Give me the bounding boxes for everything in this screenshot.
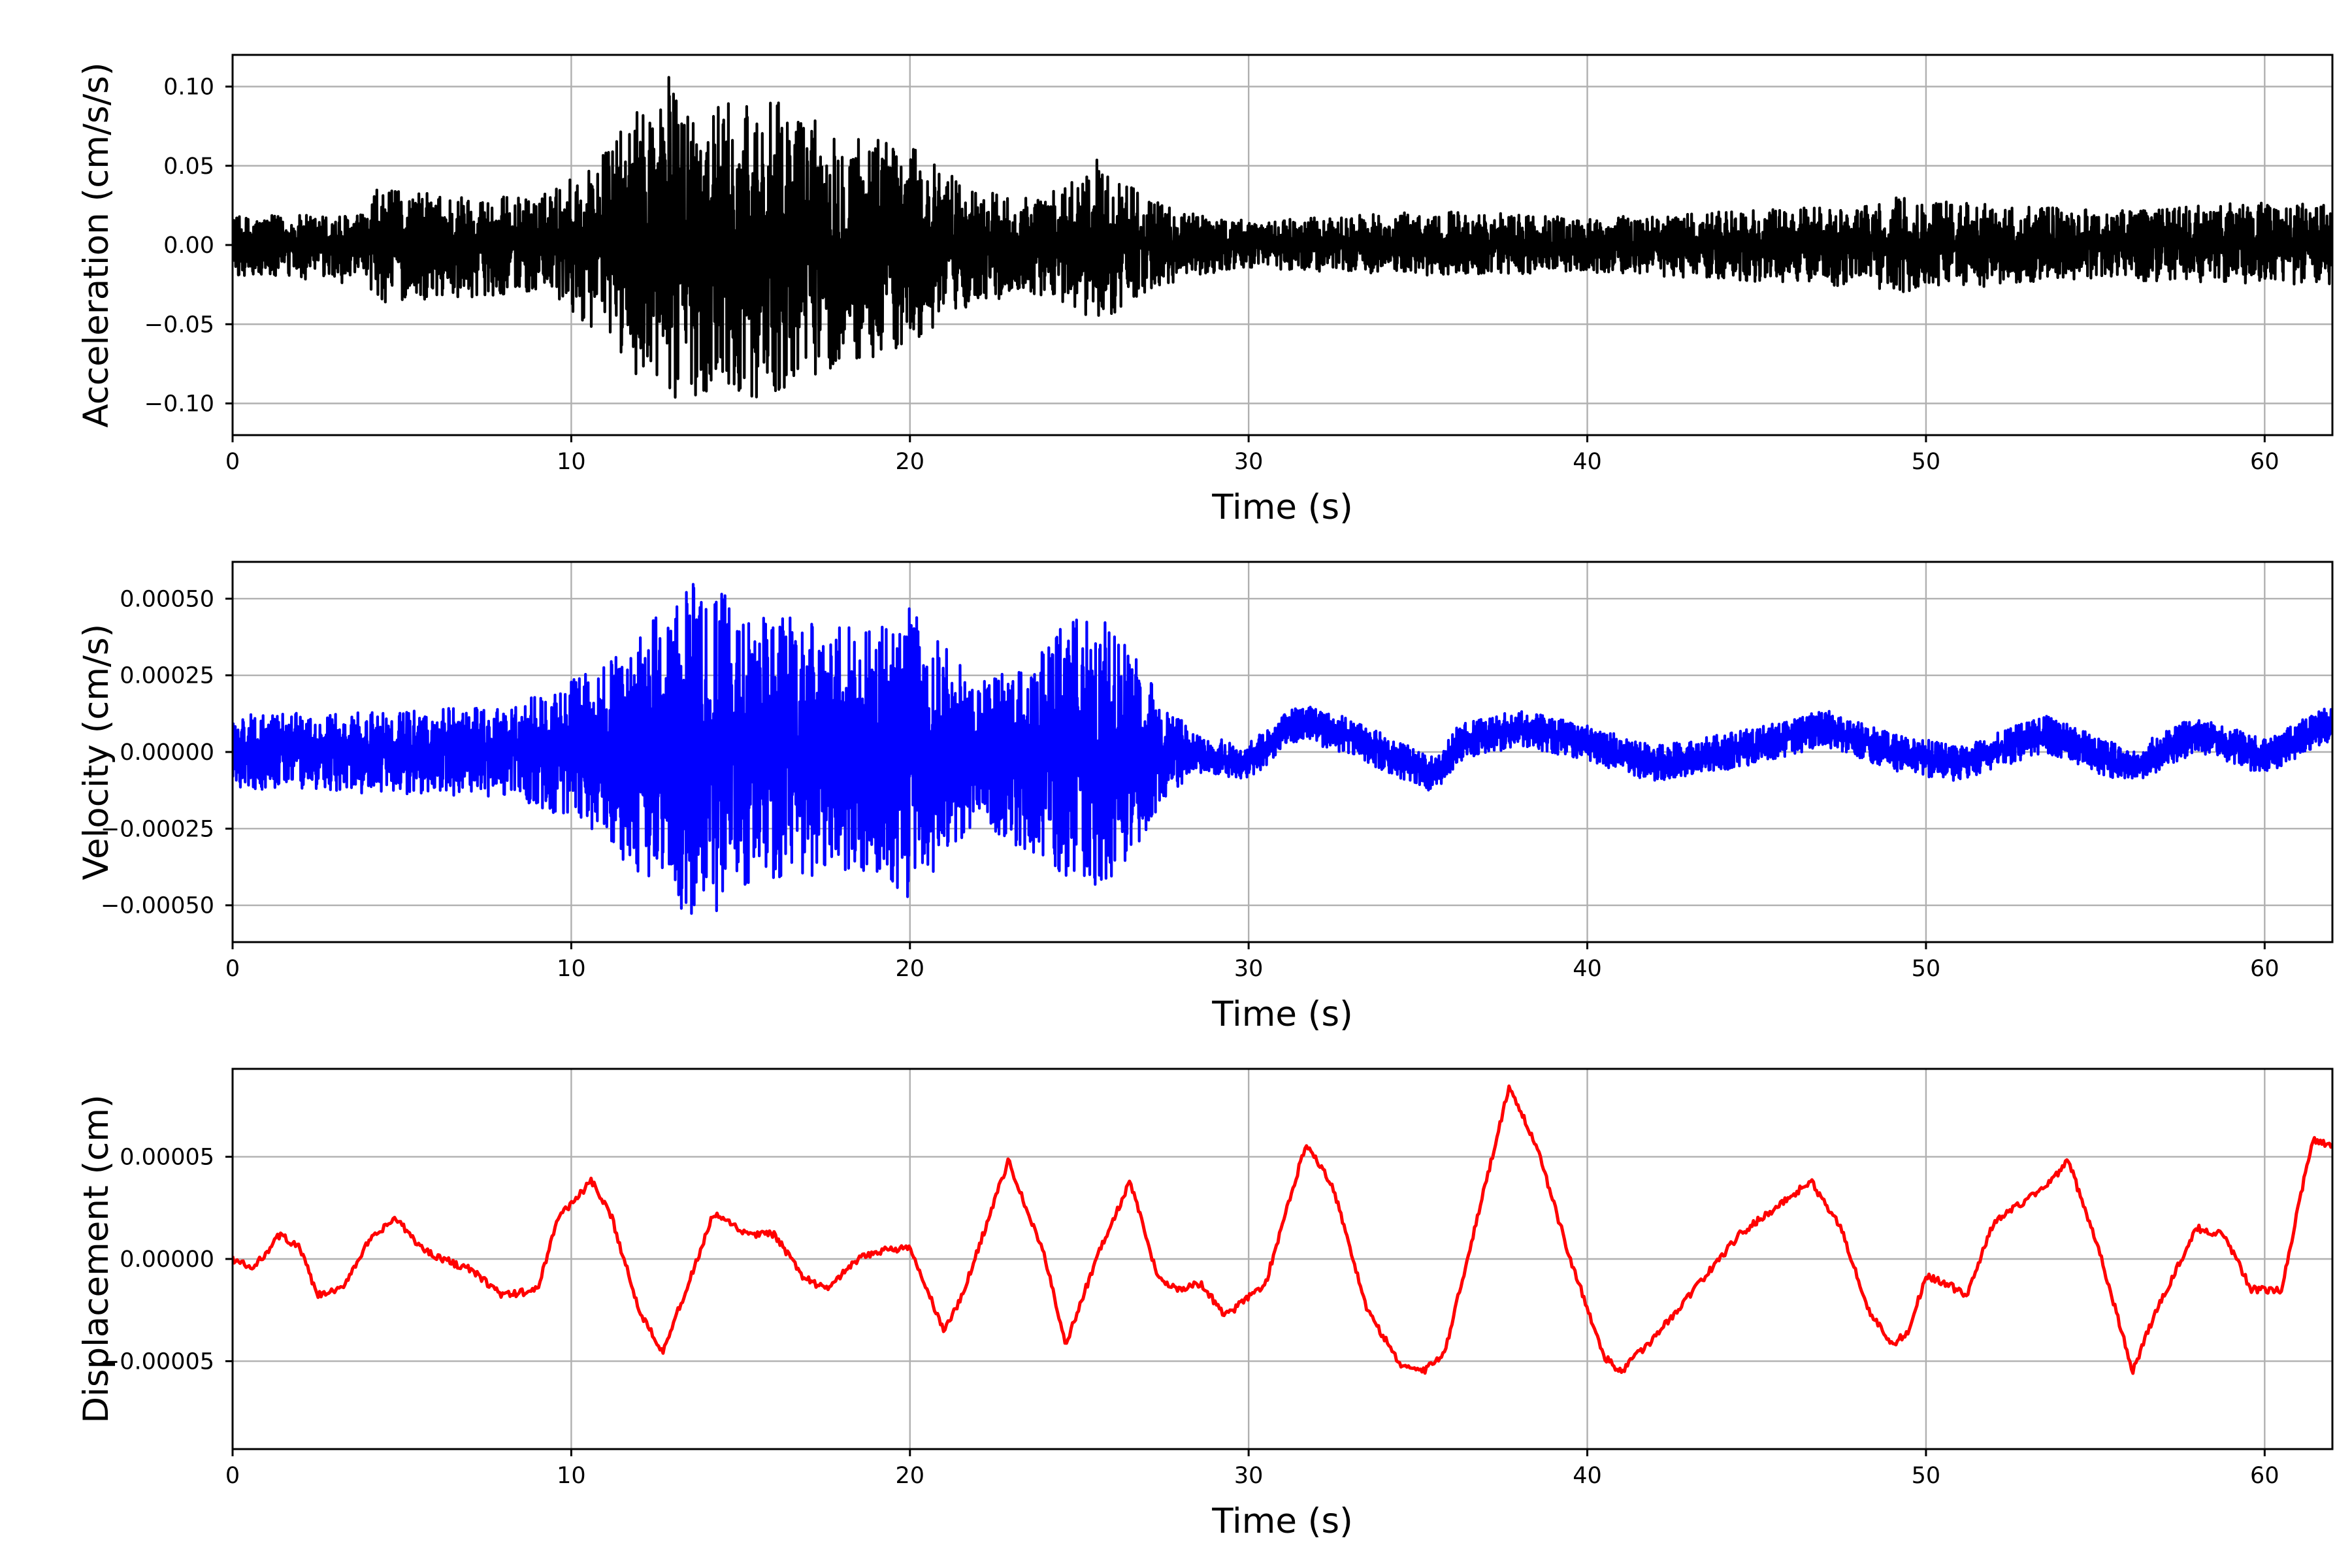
displacement-panel: 0 10 20 30 40 50 60 0.00005 0.00000 −0.00005 Time… xyxy=(76,1068,2334,1541)
acceleration-x-tick-label: 60 xyxy=(2250,449,2279,475)
displacement-x-tick-label: 60 xyxy=(2250,1463,2279,1489)
acceleration-y-tick-label: 0.00 xyxy=(163,233,214,259)
acceleration-y-tick-label: 0.05 xyxy=(163,154,214,180)
displacement-y-tick-label: −0.00005 xyxy=(101,1348,214,1375)
acceleration-series-line xyxy=(233,76,2332,399)
velocity-y-tick-label: −0.00025 xyxy=(101,816,214,842)
velocity-y-tick-label: 0.00050 xyxy=(120,586,214,612)
velocity-x-tick-label: 10 xyxy=(557,956,586,982)
displacement-x-tick-label: 30 xyxy=(1234,1463,1264,1489)
velocity-x-tick-label: 20 xyxy=(896,956,925,982)
acceleration-x-tick-label: 20 xyxy=(896,449,925,475)
acceleration-y-tick-label: −0.10 xyxy=(144,391,214,417)
velocity-x-tick-label: 30 xyxy=(1234,956,1264,982)
displacement-x-tick-label: 0 xyxy=(225,1463,240,1489)
acceleration-y-axis-label: Acceleration (cm/s/s) xyxy=(76,62,116,427)
velocity-y-tick-label: 0.00000 xyxy=(120,740,214,766)
acceleration-x-tick-label: 0 xyxy=(225,449,240,475)
displacement-y-tick-label: 0.00005 xyxy=(120,1145,214,1171)
velocity-x-tick-label: 0 xyxy=(225,956,240,982)
acceleration-x-tick-label: 30 xyxy=(1234,449,1264,475)
displacement-plot-area xyxy=(233,1084,2332,1375)
acceleration-y-tick-label: 0.10 xyxy=(163,74,214,101)
acceleration-plot-area xyxy=(233,76,2332,399)
velocity-ticks: 0 10 20 30 40 50 60 0.00050 0.00025 0.00000 −0.000… xyxy=(101,586,2279,982)
displacement-x-tick-label: 20 xyxy=(896,1463,925,1489)
velocity-x-axis-label: Time (s) xyxy=(1211,994,1353,1034)
velocity-panel: 0 10 20 30 40 50 60 0.00050 0.00025 0.00000 −0.000… xyxy=(76,561,2334,1034)
acceleration-panel: 0 10 20 30 40 50 60 0.10 0.05 0.00 −0.05 −0.10 Time… xyxy=(76,54,2334,527)
displacement-ticks: 0 10 20 30 40 50 60 0.00005 0.00000 −0.00005 xyxy=(101,1145,2279,1489)
velocity-x-tick-label: 50 xyxy=(1912,956,1941,982)
displacement-y-axis-label: Displacement (cm) xyxy=(76,1094,116,1423)
displacement-series-line xyxy=(233,1084,2332,1375)
velocity-x-tick-label: 60 xyxy=(2250,956,2279,982)
displacement-x-tick-label: 10 xyxy=(557,1463,586,1489)
acceleration-x-tick-label: 50 xyxy=(1912,449,1941,475)
acceleration-x-tick-label: 10 xyxy=(557,449,586,475)
velocity-y-axis-label: Velocity (cm/s) xyxy=(76,624,116,880)
velocity-y-tick-label: 0.00025 xyxy=(120,663,214,689)
velocity-x-tick-label: 40 xyxy=(1573,956,1602,982)
velocity-y-tick-label: −0.00050 xyxy=(101,893,214,919)
acceleration-ticks: 0 10 20 30 40 50 60 0.10 0.05 0.00 −0.05 −0.10 xyxy=(144,74,2279,476)
acceleration-x-tick-label: 40 xyxy=(1573,449,1602,475)
displacement-x-tick-label: 40 xyxy=(1573,1463,1602,1489)
displacement-x-axis-label: Time (s) xyxy=(1211,1501,1353,1541)
velocity-series-line xyxy=(233,583,2332,915)
acceleration-y-tick-label: −0.05 xyxy=(144,312,214,338)
displacement-x-tick-label: 50 xyxy=(1912,1463,1941,1489)
velocity-plot-area xyxy=(233,583,2332,915)
acceleration-x-axis-label: Time (s) xyxy=(1211,487,1353,527)
displacement-y-tick-label: 0.00000 xyxy=(120,1247,214,1273)
